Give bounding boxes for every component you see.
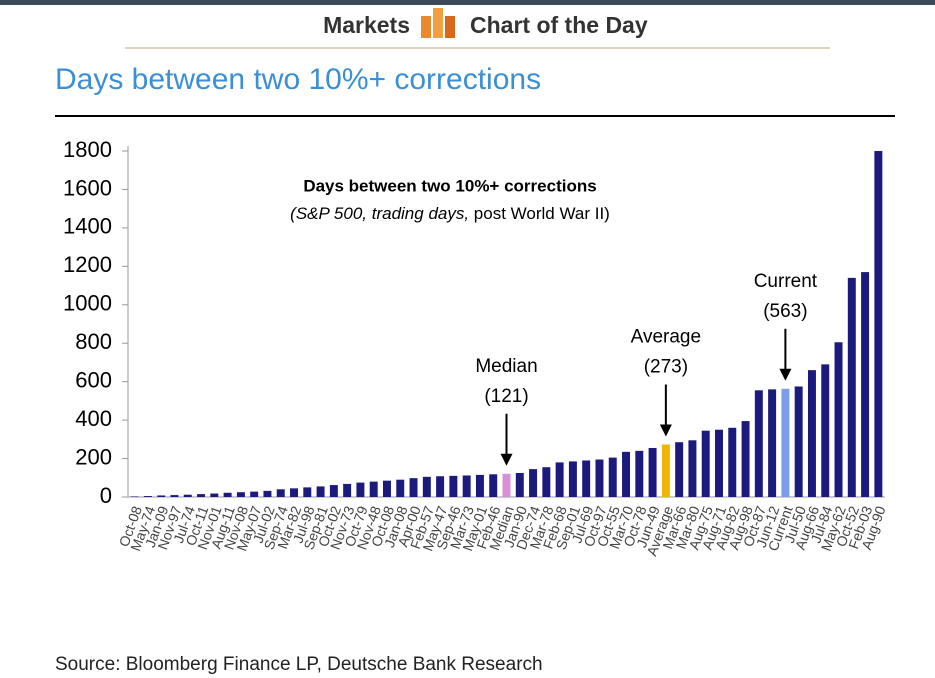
annotation: Average <box>631 327 701 348</box>
bar <box>555 462 564 497</box>
y-tick-label: 1000 <box>63 291 112 316</box>
annotation: Current <box>754 271 818 292</box>
y-tick-label: 600 <box>75 367 112 392</box>
bar <box>210 493 219 497</box>
y-tick-label: 1600 <box>63 175 112 200</box>
subtitle: (S&P 500, trading days, post World War I… <box>290 204 610 223</box>
bar <box>223 492 232 497</box>
bar <box>250 491 259 497</box>
subtitle-part: (S&P 500, trading days, <box>290 204 469 223</box>
bar <box>529 469 538 497</box>
bar <box>781 388 790 497</box>
bar <box>290 488 298 497</box>
bar <box>715 429 723 497</box>
bar <box>622 451 631 497</box>
bar <box>502 473 511 497</box>
arrow-head <box>779 368 792 381</box>
bar <box>197 494 206 497</box>
bar <box>675 442 684 497</box>
bar <box>515 472 524 497</box>
y-tick-label: 800 <box>75 329 112 354</box>
annotation: (121) <box>484 386 528 407</box>
bar <box>701 430 710 497</box>
chart-title: Days between two 10%+ corrections <box>55 63 541 96</box>
annotation: (273) <box>644 357 688 378</box>
bar <box>422 476 431 497</box>
header-left: Markets <box>323 12 410 38</box>
bar <box>143 496 152 497</box>
bar <box>821 364 830 497</box>
bar <box>728 427 737 497</box>
bar <box>754 390 763 497</box>
y-tick-label: 1200 <box>63 252 112 277</box>
bar <box>382 480 391 497</box>
y-tick-label: 1400 <box>63 214 112 239</box>
bar <box>329 485 338 497</box>
bar <box>794 386 803 497</box>
bar <box>847 277 856 497</box>
bar <box>130 496 139 497</box>
y-tick-label: 1800 <box>63 137 112 162</box>
bar <box>396 479 405 497</box>
bar <box>409 478 418 497</box>
bar <box>343 483 352 497</box>
bar <box>582 460 591 497</box>
bar <box>316 486 325 497</box>
y-tick-label: 0 <box>100 483 112 508</box>
y-tick-label: 200 <box>75 444 112 469</box>
bar <box>436 476 445 497</box>
bar <box>183 494 192 497</box>
annotation: (563) <box>763 301 807 322</box>
bar <box>688 440 697 497</box>
inner-title: Days between two 10%+ corrections <box>303 176 596 195</box>
bar <box>608 457 617 497</box>
arrow-head <box>659 424 672 437</box>
annotation: Median <box>475 356 537 377</box>
bar <box>170 495 179 497</box>
bar <box>356 482 365 497</box>
top-bar <box>0 0 935 5</box>
subtitle-part: post World War II) <box>469 204 610 223</box>
arrow-head <box>500 453 513 466</box>
bar <box>303 487 312 497</box>
bar <box>542 467 551 497</box>
bar <box>276 489 285 497</box>
bar <box>236 492 245 497</box>
bar <box>462 475 471 497</box>
logo <box>421 8 455 38</box>
bar <box>489 474 498 497</box>
bar <box>807 370 816 497</box>
bar <box>475 474 484 497</box>
bar <box>595 459 604 497</box>
bar <box>861 272 870 497</box>
bar <box>369 481 378 497</box>
bar <box>449 475 458 497</box>
bar <box>568 461 577 497</box>
header-right: Chart of the Day <box>470 12 648 38</box>
y-tick-label: 400 <box>75 406 112 431</box>
bar <box>263 490 272 497</box>
bar <box>768 389 777 497</box>
bar <box>834 342 843 497</box>
bar <box>874 151 883 497</box>
bar <box>661 444 670 497</box>
bar <box>157 495 166 497</box>
bar <box>635 450 644 497</box>
source: Source: Bloomberg Finance LP, Deutsche B… <box>55 654 543 675</box>
bar <box>648 447 657 497</box>
bar <box>741 421 750 497</box>
